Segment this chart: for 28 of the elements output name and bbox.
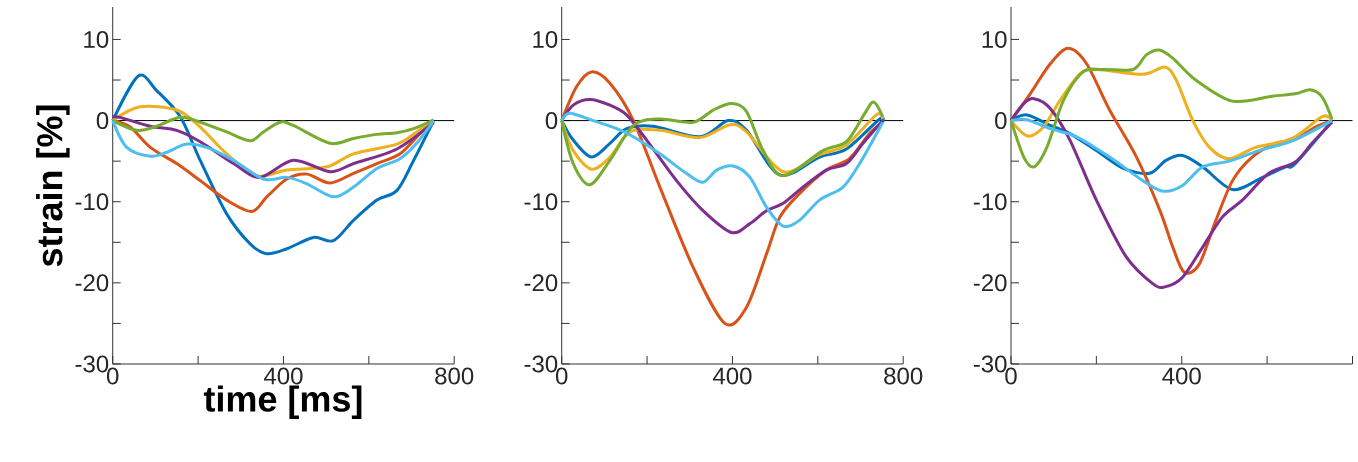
- line-series: [560, 100, 885, 187]
- line-series: [560, 111, 885, 228]
- y-tick-label: -30: [973, 355, 1007, 373]
- x-axis-title: time [ms]: [203, 385, 362, 419]
- y-tick-label: -20: [524, 274, 558, 292]
- x-tick-label: 800: [435, 367, 474, 385]
- y-tick-label: -30: [524, 355, 558, 373]
- y-tick-label: -30: [75, 355, 109, 373]
- line-series: [1009, 97, 1334, 289]
- y-tick-label: -20: [75, 274, 109, 292]
- y-tick-label: 0: [545, 112, 558, 130]
- y-tick-label: -10: [524, 193, 558, 211]
- x-tick-label: 400: [263, 367, 303, 385]
- y-tick-label: 0: [995, 112, 1007, 130]
- y-tick-label: 10: [533, 30, 558, 48]
- y-tick-label: 10: [982, 30, 1007, 48]
- y-tick-label: 10: [84, 30, 109, 48]
- y-tick-label: -20: [973, 274, 1007, 292]
- x-tick-label: 800: [884, 367, 923, 385]
- y-tick-label: -10: [973, 193, 1007, 211]
- x-tick-label: 400: [712, 367, 752, 385]
- y-tick-label: -10: [75, 193, 109, 211]
- y-tick-label: 0: [96, 112, 109, 130]
- line-series: [560, 97, 885, 235]
- x-tick-label: 400: [1162, 367, 1201, 385]
- line-series: [1009, 48, 1334, 169]
- line-series: [111, 115, 436, 146]
- y-axis-title: strain [%]: [36, 105, 70, 267]
